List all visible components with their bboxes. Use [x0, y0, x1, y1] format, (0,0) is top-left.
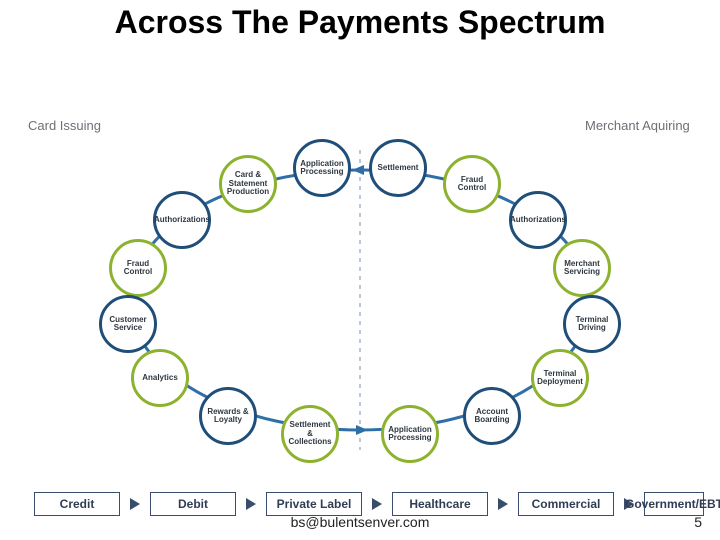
process-node-label: Settlement: [378, 164, 419, 172]
footer-box-label: Debit: [178, 497, 208, 511]
process-node-right-1: Fraud Control: [443, 155, 501, 213]
process-node-label: Terminal Deployment: [536, 370, 584, 387]
process-node-right-4: Terminal Driving: [563, 295, 621, 353]
process-node-left-3: Fraud Control: [109, 239, 167, 297]
footer-email: bs@bulentsenver.com: [0, 514, 720, 530]
process-node-left-6: Rewards & Loyalty: [199, 387, 257, 445]
footer-box-1: Debit: [150, 492, 236, 516]
process-node-label: Rewards & Loyalty: [204, 408, 252, 425]
footer-arrow-icon: [246, 498, 256, 510]
process-node-label: Application Processing: [386, 426, 434, 443]
footer-arrow-icon: [372, 498, 382, 510]
process-node-left-5: Analytics: [131, 349, 189, 407]
footer-box-5: Government/EBT: [644, 492, 704, 516]
process-node-right-0: Settlement: [369, 139, 427, 197]
footer-box-label: Government/EBT: [625, 497, 720, 511]
process-node-left-7: Settlement & Collections: [281, 405, 339, 463]
process-node-label: Settlement & Collections: [286, 421, 334, 446]
process-node-left-2: Authorizations: [153, 191, 211, 249]
footer-arrow-icon: [498, 498, 508, 510]
process-node-right-7: Application Processing: [381, 405, 439, 463]
page-number: 5: [694, 514, 702, 530]
footer-box-label: Healthcare: [409, 497, 470, 511]
process-node-right-2: Authorizations: [509, 191, 567, 249]
process-ring-diagram: [0, 0, 720, 540]
process-node-label: Analytics: [142, 374, 178, 382]
process-node-label: Application Processing: [298, 160, 346, 177]
process-node-label: Card & Statement Production: [224, 171, 272, 196]
footer-box-label: Commercial: [532, 497, 601, 511]
process-node-left-4: Customer Service: [99, 295, 157, 353]
process-node-right-5: Terminal Deployment: [531, 349, 589, 407]
process-node-left-0: Application Processing: [293, 139, 351, 197]
page-number-text: 5: [694, 514, 702, 530]
process-node-label: Fraud Control: [448, 176, 496, 193]
process-node-label: Authorizations: [510, 216, 566, 224]
process-node-right-3: Merchant Servicing: [553, 239, 611, 297]
footer-email-text: bs@bulentsenver.com: [291, 514, 430, 530]
footer-box-2: Private Label: [266, 492, 362, 516]
process-node-label: Terminal Driving: [568, 316, 616, 333]
process-node-right-6: Account Boarding: [463, 387, 521, 445]
footer-box-label: Private Label: [277, 497, 352, 511]
footer-arrow-icon: [130, 498, 140, 510]
process-node-left-1: Card & Statement Production: [219, 155, 277, 213]
process-node-label: Customer Service: [104, 316, 152, 333]
process-node-label: Account Boarding: [468, 408, 516, 425]
footer-box-label: Credit: [60, 497, 95, 511]
stage: Across The Payments Spectrum Card Issuin…: [0, 0, 720, 540]
footer-box-3: Healthcare: [392, 492, 488, 516]
process-node-label: Authorizations: [154, 216, 210, 224]
footer-box-4: Commercial: [518, 492, 614, 516]
process-node-label: Fraud Control: [114, 260, 162, 277]
footer-box-0: Credit: [34, 492, 120, 516]
process-node-label: Merchant Servicing: [558, 260, 606, 277]
